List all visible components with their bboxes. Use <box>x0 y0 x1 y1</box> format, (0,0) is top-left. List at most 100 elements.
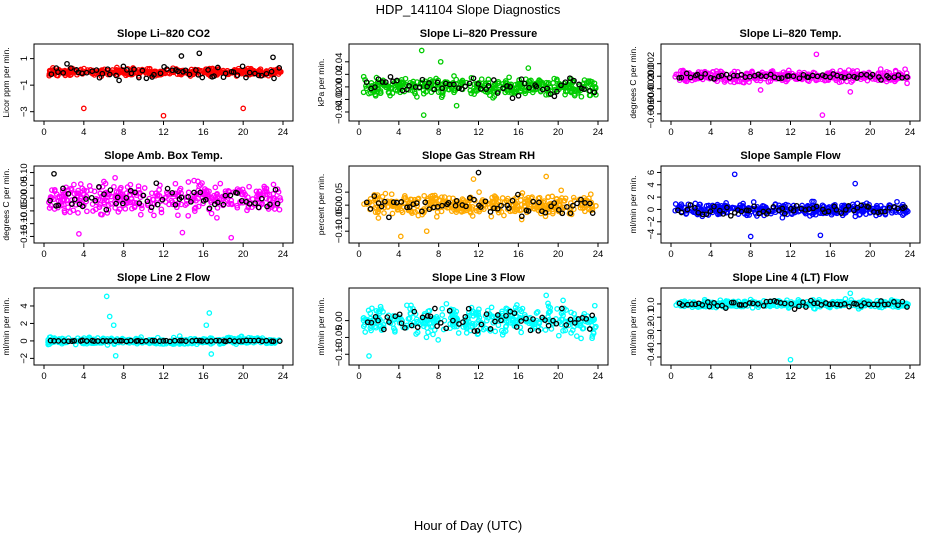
data-point <box>191 205 198 212</box>
data-point-dark <box>398 199 405 205</box>
data-point <box>765 78 772 85</box>
data-point-dark <box>186 71 193 78</box>
data-point-dark <box>432 305 438 312</box>
data-point-dark <box>185 194 192 200</box>
data-point <box>389 90 396 97</box>
data-point <box>585 78 591 84</box>
x-tick-label: 4 <box>81 249 86 260</box>
data-point <box>761 203 767 210</box>
y-tick-label: 2 <box>646 194 657 199</box>
y-tick-label: −0.02 <box>334 87 345 111</box>
data-point <box>470 87 477 94</box>
data-point <box>478 76 485 83</box>
x-tick-label: 8 <box>436 249 441 260</box>
outlier-point-dark <box>270 54 276 61</box>
data-point <box>197 182 204 188</box>
data-point <box>58 202 65 209</box>
data-point-dark <box>119 200 126 207</box>
data-point-dark <box>375 200 382 206</box>
data-point <box>790 202 797 209</box>
y-tick-label: 0.04 <box>334 53 345 72</box>
data-point-dark <box>386 214 392 221</box>
data-point <box>526 87 532 94</box>
x-tick-label: 0 <box>668 371 673 382</box>
data-point <box>414 94 420 100</box>
data-point <box>214 214 220 221</box>
data-point <box>105 206 112 213</box>
data-point-dark <box>687 74 694 81</box>
data-point-dark <box>530 198 536 205</box>
data-point <box>409 87 416 94</box>
data-point-dark <box>738 71 745 78</box>
data-point <box>392 327 398 333</box>
data-point <box>172 180 179 187</box>
data-point <box>373 307 380 314</box>
x-tick-label: 12 <box>158 371 169 382</box>
data-point-dark <box>263 337 270 344</box>
data-point <box>492 328 499 335</box>
data-point-dark <box>183 338 189 344</box>
data-point <box>562 327 569 334</box>
data-point-dark <box>220 201 227 208</box>
outlier-point <box>787 356 794 363</box>
data-point-dark <box>214 64 221 71</box>
y-tick-label: −2 <box>646 216 657 227</box>
data-point <box>156 187 162 193</box>
data-point-dark <box>182 67 189 74</box>
data-point <box>175 212 181 219</box>
data-point <box>103 197 110 204</box>
data-point-dark <box>571 77 577 84</box>
x-tick-label: 0 <box>41 127 46 138</box>
y-tick-label: 4 <box>646 182 657 187</box>
outlier-point <box>208 351 215 357</box>
data-point-dark <box>885 301 892 308</box>
data-point <box>807 213 813 219</box>
data-point <box>200 200 206 207</box>
x-tick-label: 0 <box>41 371 46 382</box>
data-point-dark <box>878 298 884 304</box>
data-point-dark <box>135 337 141 344</box>
y-axis-label: degrees C per min. <box>628 46 638 118</box>
data-point-dark <box>833 206 840 213</box>
data-point-dark <box>694 71 701 78</box>
data-point-dark <box>458 86 465 92</box>
data-point <box>590 329 597 336</box>
data-point-dark <box>518 318 525 324</box>
data-point <box>404 302 410 309</box>
data-point-dark <box>427 313 434 320</box>
y-tick-label: −0.05 <box>334 325 345 349</box>
data-point-dark <box>555 207 562 213</box>
data-point-dark <box>899 298 906 305</box>
x-tick-label: 12 <box>473 249 484 260</box>
data-point-dark <box>845 203 852 209</box>
y-tick-label: −0.10 <box>334 219 345 243</box>
data-point <box>538 199 544 206</box>
data-point-dark <box>426 80 432 86</box>
data-point-dark <box>477 204 484 210</box>
data-point <box>204 69 211 76</box>
data-point <box>421 192 428 199</box>
data-point-dark <box>587 200 593 207</box>
data-point <box>546 308 553 315</box>
data-point <box>176 187 183 194</box>
data-point-dark <box>92 197 99 204</box>
panel-4: Slope Amb. Box Temp. 0 4 8 12 16 20 24 −0.15−0.1… <box>1 150 294 260</box>
data-point <box>512 81 519 88</box>
data-point <box>533 310 540 316</box>
data-point <box>118 191 124 198</box>
data-point <box>157 340 163 347</box>
outlier-point <box>103 293 110 300</box>
data-point-dark <box>825 208 832 215</box>
data-point-dark <box>811 300 817 307</box>
data-point <box>111 183 117 190</box>
y-tick-label: −0.10 <box>19 212 30 236</box>
data-point <box>133 200 140 207</box>
data-point <box>97 211 104 218</box>
data-point <box>755 304 762 311</box>
data-points <box>673 290 911 363</box>
data-point-dark <box>895 72 902 78</box>
data-point-dark <box>858 202 865 209</box>
data-point-dark <box>404 204 410 211</box>
data-point-dark <box>687 202 694 208</box>
data-point-dark <box>159 196 166 203</box>
